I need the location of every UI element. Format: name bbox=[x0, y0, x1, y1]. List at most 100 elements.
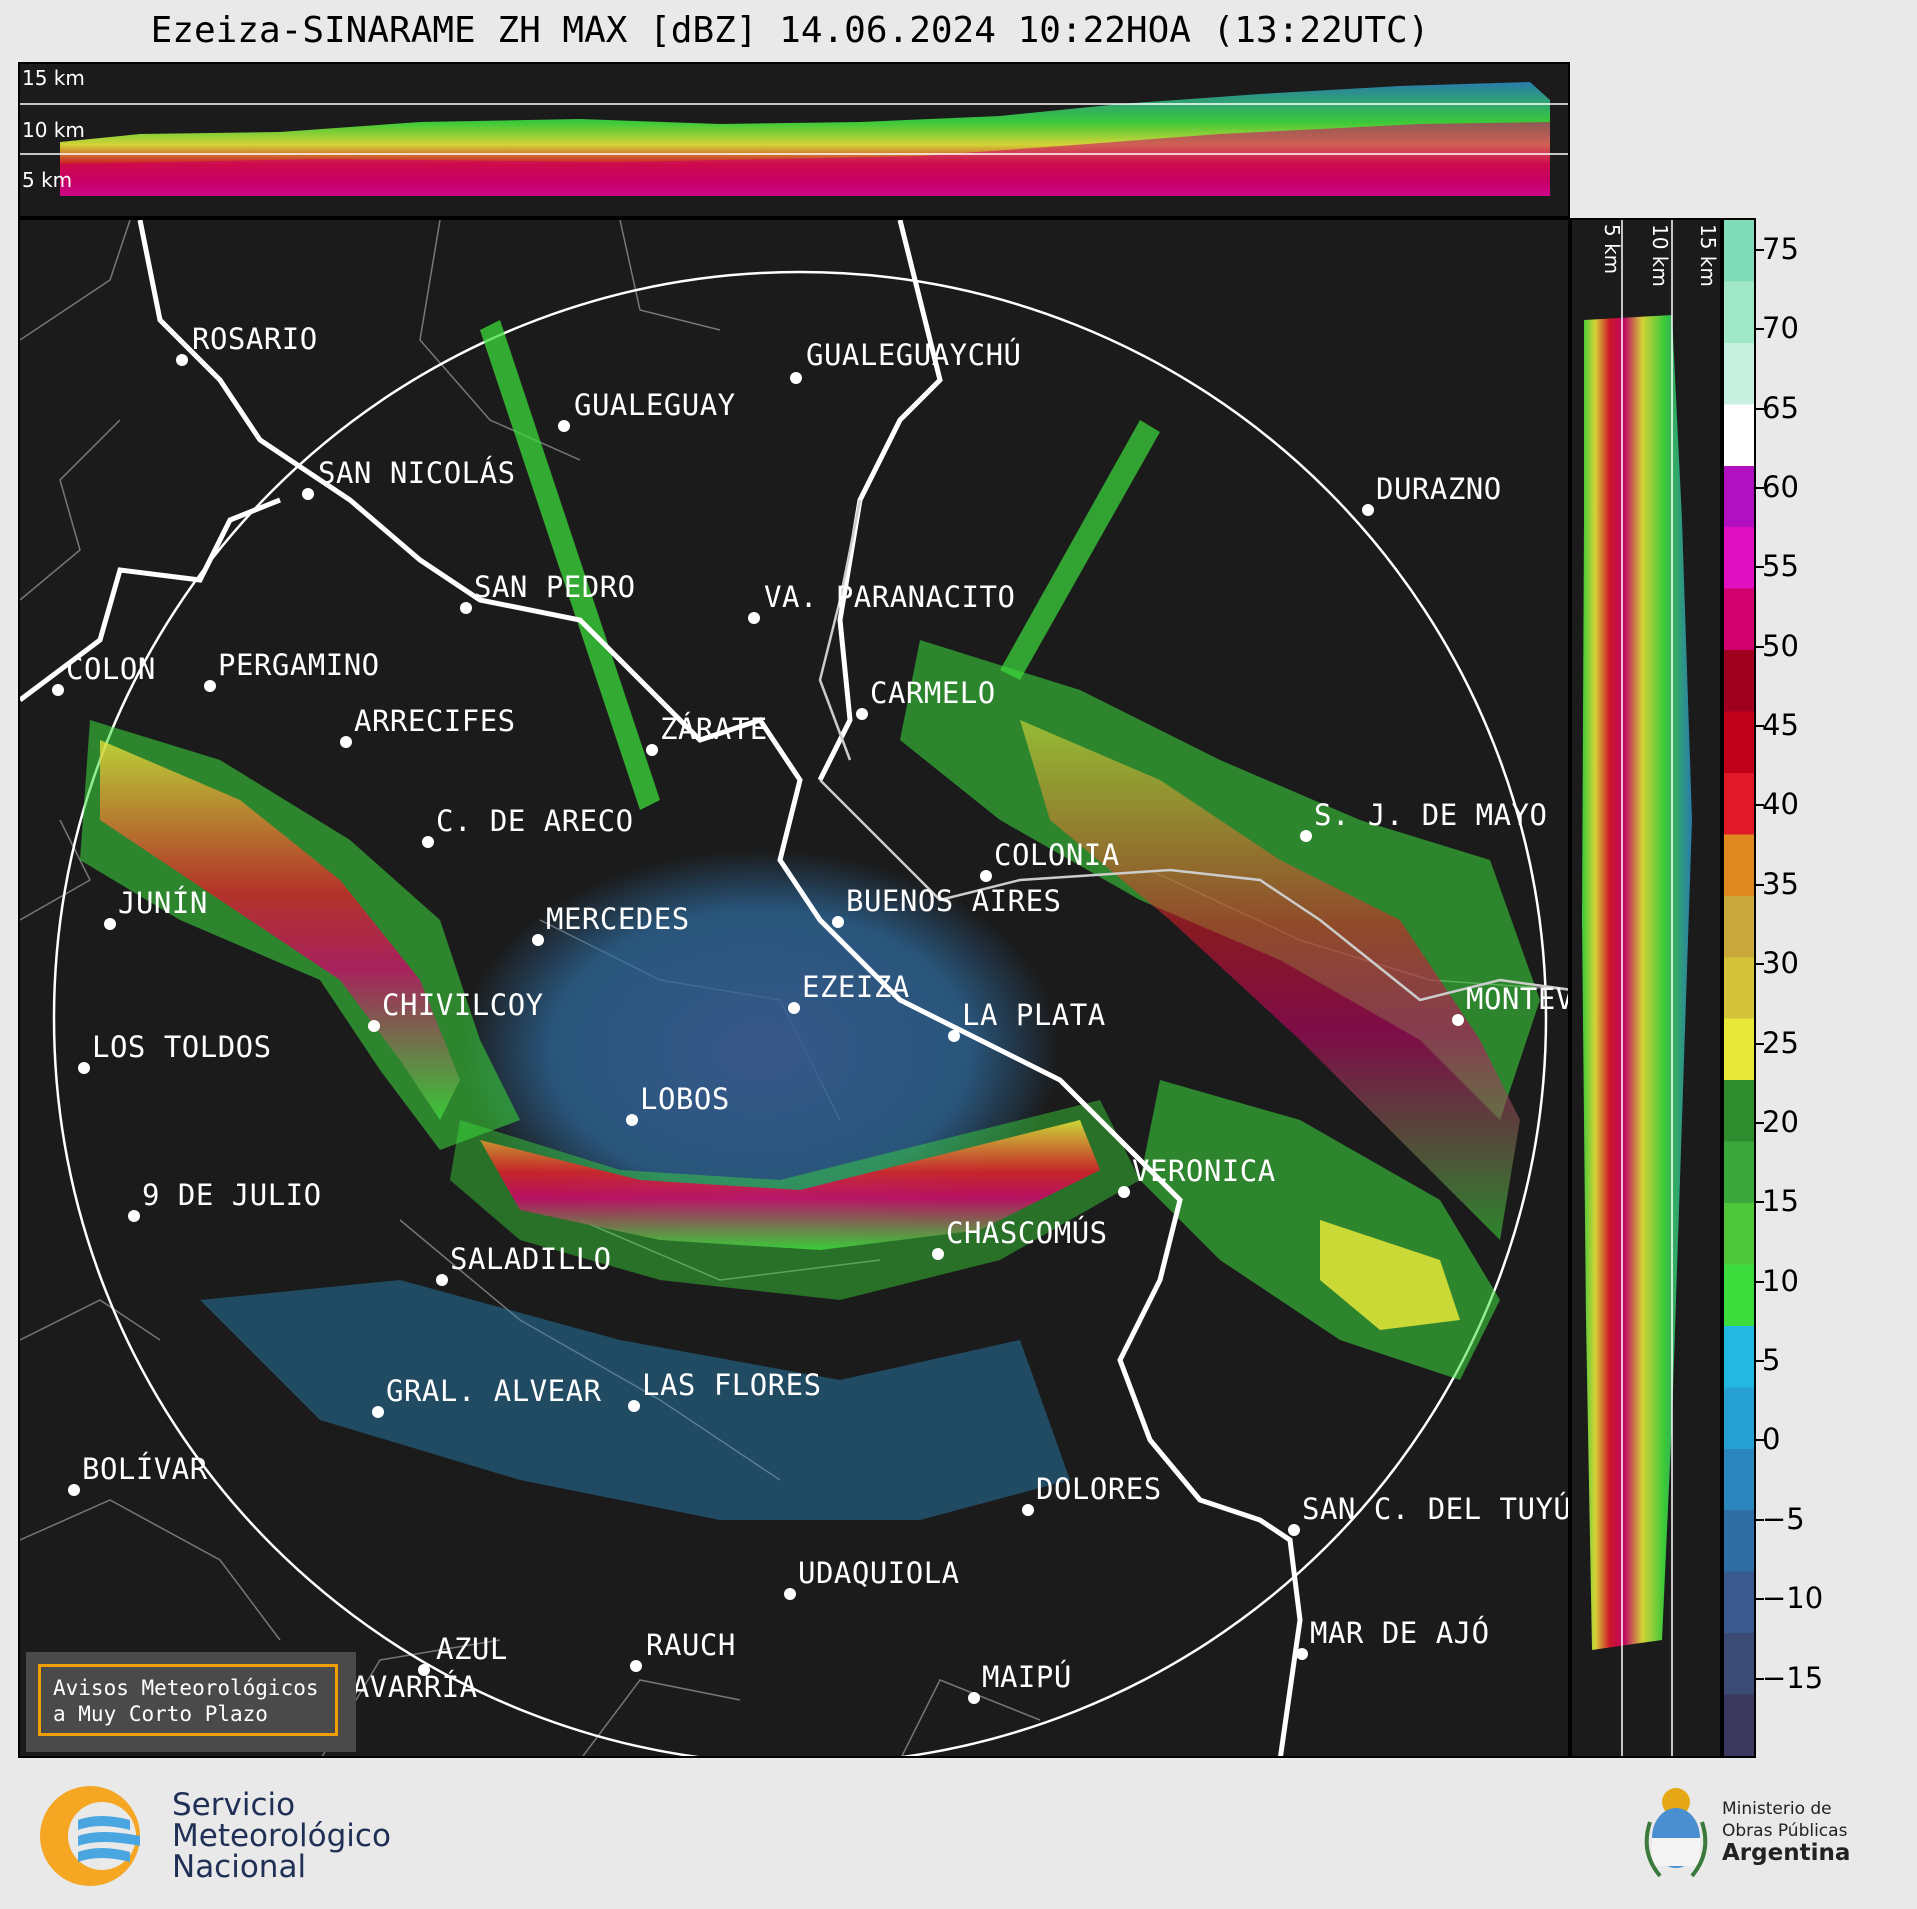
colorbar-tick-label: 60 bbox=[1762, 469, 1799, 504]
city-label-carmelo: CARMELO bbox=[870, 676, 996, 710]
city-dot bbox=[558, 420, 570, 432]
city-label-mar-de-ajo: MAR DE AJÓ bbox=[1310, 1616, 1490, 1650]
city-dot bbox=[748, 612, 760, 624]
colorbar-tick-mark bbox=[1756, 963, 1764, 966]
colorbar-tick-label: 5 bbox=[1762, 1343, 1781, 1378]
city-label-montevideo: MONTEV bbox=[1466, 982, 1570, 1016]
city-dot bbox=[628, 1400, 640, 1412]
city-label-pergamino: PERGAMINO bbox=[218, 648, 380, 682]
city-label-gral-alvear: GRAL. ALVEAR bbox=[386, 1374, 602, 1408]
radar-map[interactable]: ROSARIO GUALEGUAYCHÚ GUALEGUAY SAN NICOL… bbox=[18, 218, 1570, 1758]
city-dot bbox=[68, 1484, 80, 1496]
city-label-bolivar: BOLÍVAR bbox=[82, 1452, 208, 1486]
city-dot bbox=[204, 680, 216, 692]
colorbar-tick-label: 15 bbox=[1762, 1184, 1799, 1219]
top-profile-echo bbox=[20, 82, 1568, 196]
city-label-gualeguay: GUALEGUAY bbox=[574, 388, 736, 422]
city-label-durazno: DURAZNO bbox=[1376, 472, 1502, 506]
colorbar-tick-label: 65 bbox=[1762, 390, 1799, 425]
city-dot bbox=[340, 736, 352, 748]
city-label-junin: JUNÍN bbox=[118, 886, 208, 920]
colorbar-tick-mark bbox=[1756, 804, 1764, 807]
city-label-c-de-areco: C. DE ARECO bbox=[436, 804, 634, 838]
city-dot bbox=[128, 1210, 140, 1222]
city-dot bbox=[932, 1248, 944, 1260]
colorbar-tick-label: 40 bbox=[1762, 787, 1799, 822]
side-height-profile: 5 km 10 km 15 km bbox=[1570, 218, 1722, 1758]
colorbar-tick-mark bbox=[1756, 1439, 1764, 1442]
city-label-san-nicolas: SAN NICOLÁS bbox=[318, 456, 516, 490]
colorbar-tick-mark bbox=[1756, 328, 1764, 331]
colorbar-tick-label: 30 bbox=[1762, 946, 1799, 981]
city-label-azul: AZUL bbox=[436, 1632, 508, 1666]
radar-map-canvas bbox=[20, 220, 1568, 1756]
city-label-lobos: LOBOS bbox=[640, 1082, 730, 1116]
colorbar-tick-label: 75 bbox=[1762, 231, 1799, 266]
city-label-la-plata: LA PLATA bbox=[962, 998, 1106, 1032]
city-label-chivilcoy: CHIVILCOY bbox=[382, 988, 544, 1022]
city-dot bbox=[52, 684, 64, 696]
city-label-colonia: COLONIA bbox=[994, 838, 1120, 872]
national-emblem-icon bbox=[1644, 1788, 1708, 1878]
colorbar-tick-label: −5 bbox=[1762, 1501, 1805, 1536]
city-label-9-de-julio: 9 DE JULIO bbox=[142, 1178, 322, 1212]
side-profile-echo bbox=[1582, 220, 1692, 1756]
colorbar-tick-label: 45 bbox=[1762, 708, 1799, 743]
mop-line1: Ministerio de bbox=[1722, 1799, 1832, 1819]
city-dot bbox=[104, 918, 116, 930]
city-dot bbox=[532, 934, 544, 946]
city-dot bbox=[1300, 830, 1312, 842]
height-label-15km: 15 km bbox=[22, 66, 85, 90]
city-dot bbox=[460, 602, 472, 614]
city-dot bbox=[1296, 1648, 1308, 1660]
range-ring bbox=[52, 270, 1548, 1756]
avisos-button[interactable]: Avisos Meteorológicos a Muy Corto Plazo bbox=[38, 1664, 338, 1736]
chart-title: Ezeiza-SINARAME ZH MAX [dBZ] 14.06.2024 … bbox=[150, 10, 1430, 51]
city-dot bbox=[1452, 1014, 1464, 1026]
height-label-5km: 5 km bbox=[22, 168, 73, 192]
colorbar-tick-label: 70 bbox=[1762, 311, 1799, 346]
city-dot bbox=[78, 1062, 90, 1074]
city-dot bbox=[790, 372, 802, 384]
colorbar-tick-mark bbox=[1756, 645, 1764, 648]
city-label-arrecifes: ARRECIFES bbox=[354, 704, 516, 738]
avisos-panel[interactable]: Avisos Meteorológicos a Muy Corto Plazo bbox=[26, 1652, 356, 1752]
colorbar-tick-label: 55 bbox=[1762, 549, 1799, 584]
city-label-maipu: MAIPÚ bbox=[982, 1660, 1072, 1694]
city-label-rosario: ROSARIO bbox=[192, 322, 318, 356]
city-dot bbox=[630, 1660, 642, 1672]
colorbar-tick-label: 10 bbox=[1762, 1263, 1799, 1298]
city-dot bbox=[968, 1692, 980, 1704]
colorbar-tick-label: 20 bbox=[1762, 1104, 1799, 1139]
colorbar-tick-mark bbox=[1756, 1518, 1764, 1521]
city-dot bbox=[948, 1030, 960, 1042]
city-dot bbox=[784, 1588, 796, 1600]
city-dot bbox=[788, 1002, 800, 1014]
city-label-las-flores: LAS FLORES bbox=[642, 1368, 822, 1402]
central-echo bbox=[460, 850, 1060, 1250]
city-label-va-paranacito: VA. PARANACITO bbox=[764, 580, 1016, 614]
city-label-saladillo: SALADILLO bbox=[450, 1242, 612, 1276]
colorbar-tick-mark bbox=[1756, 883, 1764, 886]
colorbar-tick-mark bbox=[1756, 1360, 1764, 1363]
avisos-line1: Avisos Meteorológicos bbox=[53, 1676, 319, 1700]
city-dot bbox=[980, 870, 992, 882]
city-dot bbox=[368, 1020, 380, 1032]
city-dot bbox=[1118, 1186, 1130, 1198]
colorbar-tick-mark bbox=[1756, 1201, 1764, 1204]
city-label-s-j-de-mayo: S. J. DE MAYO bbox=[1314, 798, 1548, 832]
city-dot bbox=[626, 1114, 638, 1126]
mop-line3: Argentina bbox=[1722, 1840, 1851, 1866]
smn-emblem-icon bbox=[40, 1786, 140, 1886]
city-label-zarate: ZÁRATE bbox=[660, 712, 768, 746]
colorbar-tick-mark bbox=[1756, 725, 1764, 728]
city-label-gualeguaychu: GUALEGUAYCHÚ bbox=[806, 338, 1022, 372]
smn-logo: Servicio Meteorológico Nacional bbox=[30, 1778, 450, 1898]
mop-line2: Obras Públicas bbox=[1722, 1821, 1848, 1841]
city-label-buenos-aires: BUENOS AIRES bbox=[846, 884, 1062, 918]
top-height-profile: 15 km 10 km 5 km bbox=[18, 62, 1570, 218]
colorbar-tick-mark bbox=[1756, 486, 1764, 489]
coastline-rivers bbox=[20, 220, 1303, 1756]
city-label-colon: COLON bbox=[66, 652, 156, 686]
city-dot bbox=[1288, 1524, 1300, 1536]
